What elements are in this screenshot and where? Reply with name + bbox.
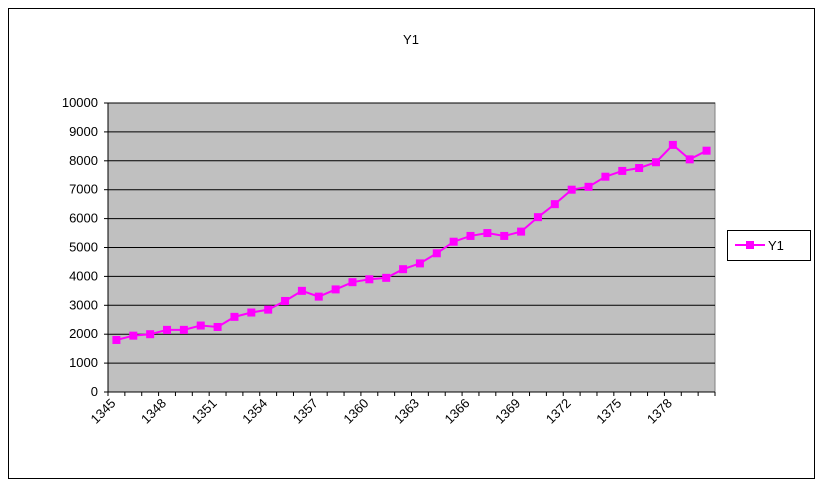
data-point <box>702 146 711 155</box>
legend-marker <box>746 241 754 249</box>
data-point <box>415 259 424 268</box>
data-point <box>500 231 509 240</box>
data-point <box>196 321 205 330</box>
data-point <box>365 275 374 284</box>
data-point <box>382 273 391 282</box>
y-tick-label: 6000 <box>69 211 98 226</box>
y-tick-label: 5000 <box>69 240 98 255</box>
data-point <box>550 200 559 209</box>
data-point <box>483 229 492 238</box>
data-point <box>432 249 441 258</box>
data-point <box>213 322 222 331</box>
data-point <box>618 166 627 175</box>
data-point <box>163 325 172 334</box>
data-point <box>112 335 121 344</box>
data-point <box>129 331 138 340</box>
data-point <box>635 164 644 173</box>
data-point <box>567 185 576 194</box>
y-tick-label: 7000 <box>69 182 98 197</box>
data-point <box>685 155 694 164</box>
y-tick-label: 1000 <box>69 355 98 370</box>
data-point <box>281 296 290 305</box>
y-tick-label: 2000 <box>69 326 98 341</box>
data-point <box>314 292 323 301</box>
data-point <box>264 305 273 314</box>
data-point <box>533 213 542 222</box>
data-point <box>466 231 475 240</box>
y-tick-label: 10000 <box>62 95 98 110</box>
chart-title: Y1 <box>403 32 419 47</box>
y-tick-label: 9000 <box>69 124 98 139</box>
y-tick-label: 0 <box>91 384 98 399</box>
data-point <box>297 286 306 295</box>
data-point <box>348 278 357 287</box>
data-point <box>399 265 408 274</box>
y-tick-label: 4000 <box>69 268 98 283</box>
data-point <box>651 158 660 167</box>
data-point <box>146 330 155 339</box>
data-point <box>601 172 610 181</box>
data-point <box>179 325 188 334</box>
data-point <box>449 237 458 246</box>
y-tick-label: 3000 <box>69 297 98 312</box>
data-point <box>517 227 526 236</box>
data-point <box>247 308 256 317</box>
data-point <box>584 182 593 191</box>
y-tick-label: 8000 <box>69 153 98 168</box>
data-point <box>668 140 677 149</box>
data-point <box>331 285 340 294</box>
data-point <box>230 312 239 321</box>
legend-label: Y1 <box>768 238 784 253</box>
